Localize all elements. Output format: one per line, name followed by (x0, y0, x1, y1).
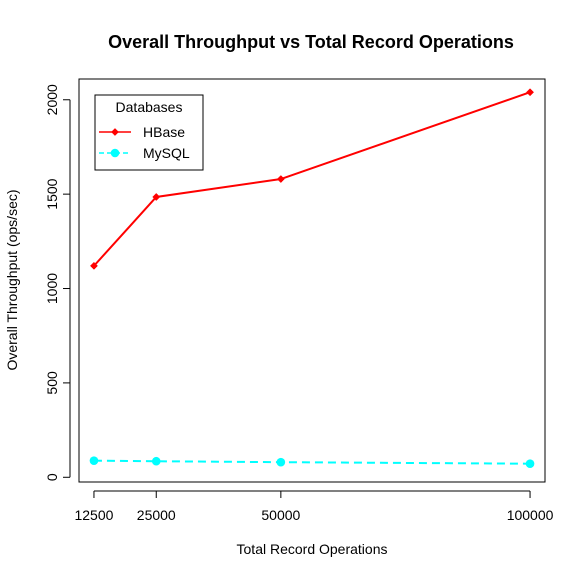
x-axis-label: Total Record Operations (237, 541, 388, 557)
chart-title: Overall Throughput vs Total Record Opera… (108, 32, 514, 52)
data-point (526, 459, 535, 468)
y-tick-label: 2000 (44, 84, 60, 115)
y-tick-label: 0 (44, 473, 60, 481)
y-tick-label: 1000 (44, 273, 60, 304)
y-axis: 0 500 1000 1500 2000 (44, 84, 70, 481)
legend-marker (111, 149, 120, 158)
data-point (90, 456, 99, 465)
x-axis: 12500 25000 50000 100000 (74, 491, 553, 523)
legend-label: HBase (143, 124, 185, 140)
y-tick-label: 1500 (44, 178, 60, 209)
x-tick-label: 12500 (74, 507, 113, 523)
x-tick-label: 25000 (137, 507, 176, 523)
x-tick-label: 50000 (261, 507, 300, 523)
x-tick-label: 100000 (507, 507, 554, 523)
y-tick-label: 500 (44, 371, 60, 395)
data-point (277, 458, 286, 467)
data-point (152, 457, 161, 466)
data-point (277, 175, 284, 182)
y-axis-label: Overall Throughput (ops/sec) (4, 189, 20, 370)
legend: Databases HBase MySQL (95, 95, 203, 170)
legend-title: Databases (116, 99, 183, 115)
data-point (526, 89, 533, 96)
series-mysql (90, 456, 535, 468)
legend-label: MySQL (143, 145, 190, 161)
